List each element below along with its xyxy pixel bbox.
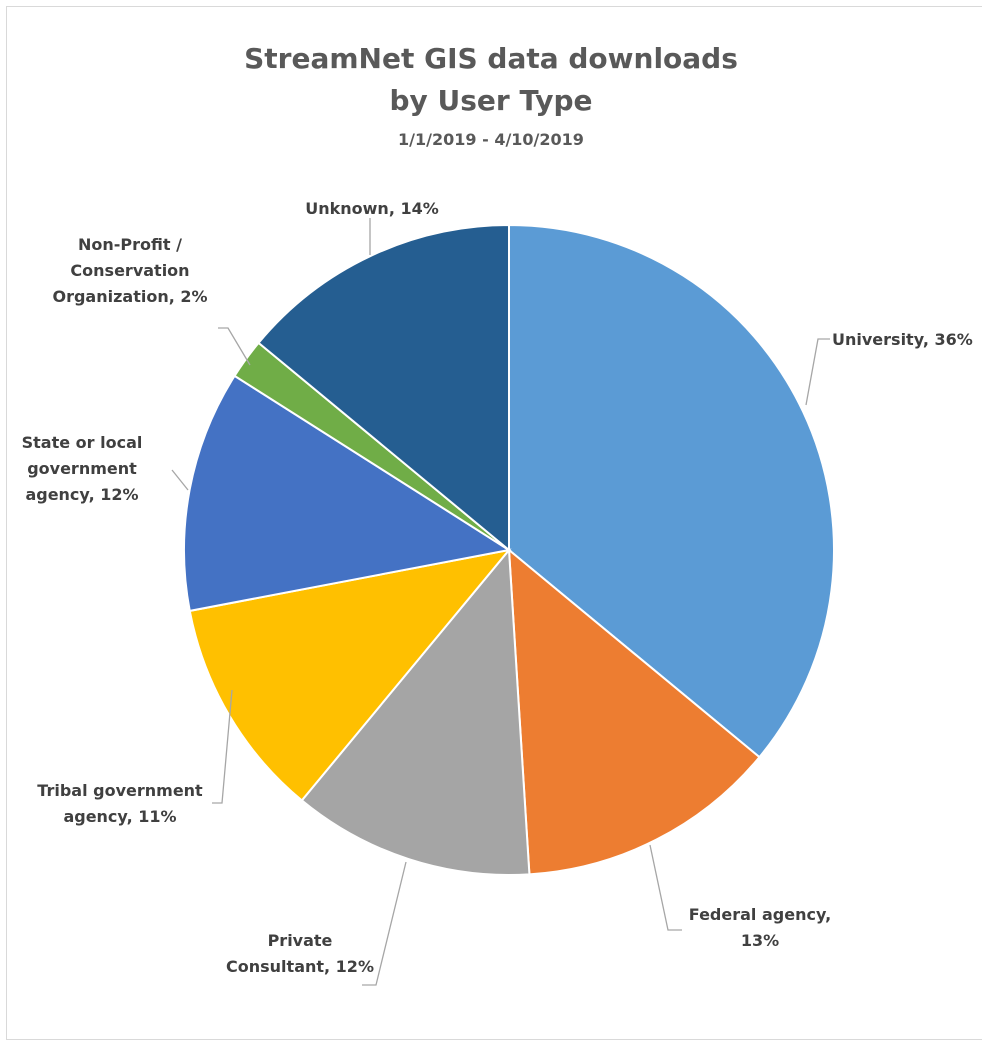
leader-line bbox=[362, 861, 407, 986]
slice-label-line: Federal agency, bbox=[689, 905, 831, 924]
slice-label-line: Tribal government bbox=[37, 781, 203, 800]
pie-slice-unknown bbox=[257, 223, 510, 553]
pie-slice-private-consultant bbox=[300, 547, 531, 876]
leader-line bbox=[212, 689, 233, 804]
chart-frame bbox=[6, 6, 982, 1040]
slice-label: Unknown, 14% bbox=[305, 199, 439, 218]
slice-label: Non-Profit / Conservation Organization, 2% bbox=[52, 235, 207, 306]
chart-subtitle: 1/1/2019 - 4/10/2019 bbox=[398, 130, 584, 149]
leader-line bbox=[649, 844, 682, 931]
slice-label-line: Non-Profit / bbox=[78, 235, 182, 254]
slice-label-line: agency, 12% bbox=[25, 485, 138, 504]
slice-label-line: University, 36% bbox=[832, 330, 973, 349]
slice-label-line: Organization, 2% bbox=[52, 287, 207, 306]
pie-slice-state-or-local-government-agency bbox=[183, 374, 512, 613]
slice-label-line: agency, 11% bbox=[63, 807, 176, 826]
slice-label: State or local government agency, 12% bbox=[22, 433, 143, 504]
leader-line bbox=[805, 338, 830, 406]
slice-label: Federal agency, 13% bbox=[689, 905, 831, 950]
slice-label-line: State or local bbox=[22, 433, 143, 452]
slice-label-line: Unknown, 14% bbox=[305, 199, 439, 218]
slice-label-line: Consultant, 12% bbox=[226, 957, 374, 976]
slice-label: Tribal government agency, 11% bbox=[37, 781, 203, 826]
slice-label-line: government bbox=[27, 459, 137, 478]
pie-slice-federal-agency bbox=[507, 547, 761, 876]
slice-label-line: Conservation bbox=[70, 261, 189, 280]
chart-title-line1: StreamNet GIS data downloads bbox=[244, 42, 738, 75]
chart-title-line2: by User Type bbox=[389, 84, 593, 117]
leader-line bbox=[171, 469, 189, 491]
slice-label-line: 13% bbox=[741, 931, 779, 950]
slice-label: Private Consultant, 12% bbox=[226, 931, 374, 976]
leader-line bbox=[218, 327, 251, 366]
pie-slice-university bbox=[508, 223, 836, 759]
slice-label: University, 36% bbox=[832, 330, 973, 349]
slice-label-line: Private bbox=[268, 931, 333, 950]
